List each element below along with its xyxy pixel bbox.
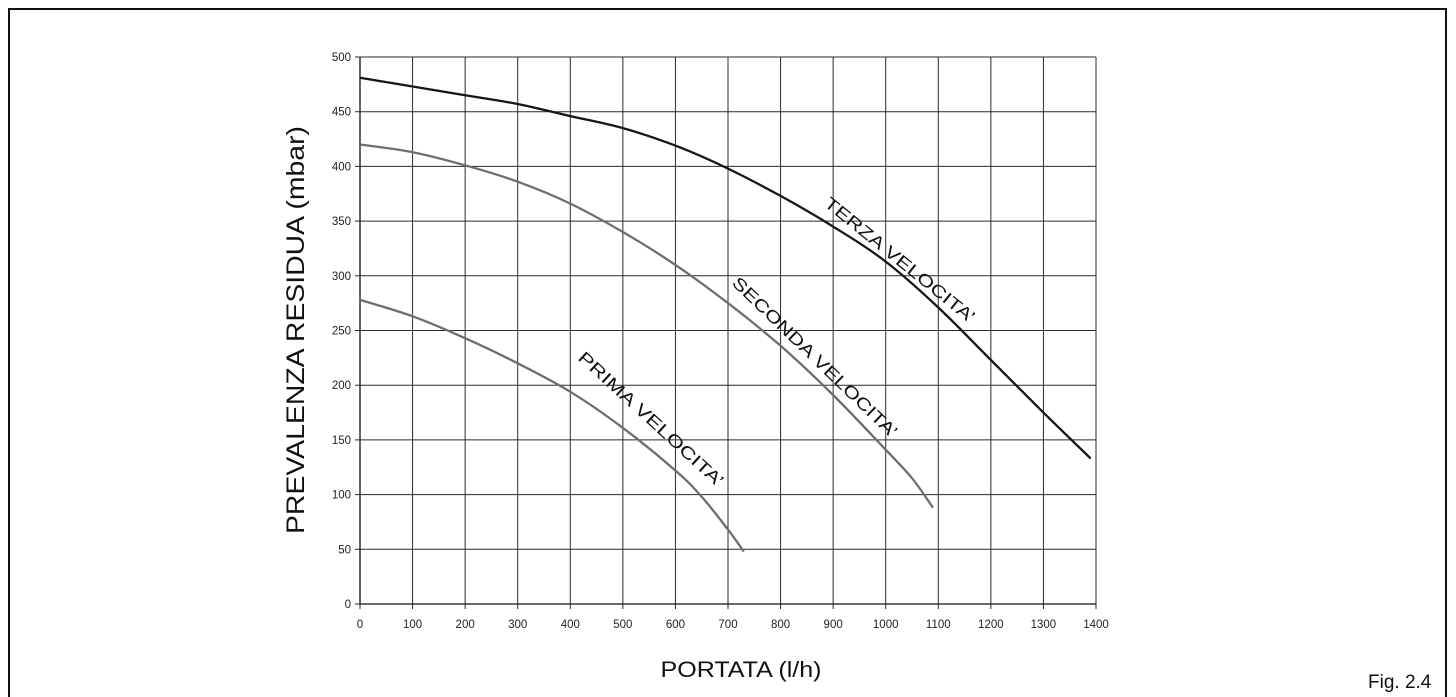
series-line-prima-velocita (359, 298, 745, 553)
x-axis-title: PORTATA (l/h) (661, 657, 822, 682)
series-line-terza-velocita (359, 76, 1092, 460)
y-tick-label: 250 (332, 326, 351, 338)
x-tick-label: 1400 (1083, 619, 1109, 631)
curve-label-seconda-velocita: SECONDA VELOCITA’ (728, 273, 901, 441)
y-tick-label: 50 (338, 544, 351, 556)
curve-label-terza-velocita: TERZA VELOCITA’ (820, 193, 978, 326)
y-tick-label: 450 (332, 107, 351, 119)
x-tick-label: 1300 (1031, 619, 1057, 631)
x-tick-label: 100 (403, 619, 422, 631)
x-tick-label: 0 (357, 619, 363, 631)
figure-frame (8, 8, 1447, 697)
series-line-seconda-velocita (359, 143, 934, 509)
tick-marks (355, 56, 1097, 609)
x-tick-label: 600 (666, 619, 685, 631)
y-tick-label: 400 (332, 161, 351, 173)
y-tick-label: 350 (332, 216, 351, 228)
x-tick-label: 300 (508, 619, 527, 631)
x-tick-label: 400 (561, 619, 580, 631)
y-axis-title: PREVALENZA RESIDUA (mbar) (282, 126, 310, 534)
x-tick-label: 1100 (926, 619, 951, 631)
x-tick-label: 500 (613, 619, 632, 631)
y-tick-label: 300 (332, 271, 351, 283)
figure-caption: Fig. 2.4 (1368, 672, 1432, 693)
series-lines (359, 76, 1092, 553)
curve-label-prima-velocita: PRIMA VELOCITA’ (574, 348, 727, 490)
y-tick-label: 500 (332, 52, 351, 64)
x-tick-label: 900 (824, 619, 843, 631)
y-tick-label: 200 (332, 380, 351, 392)
x-tick-label: 800 (771, 619, 790, 631)
y-tick-label: 150 (332, 435, 351, 447)
tick-labels: 0 100 200 300 400 500 600 700 800 900 1000 1100 1200… (332, 52, 1109, 631)
grid-lines (359, 56, 1097, 605)
x-tick-label: 1200 (978, 619, 1004, 631)
y-tick-label: 0 (345, 599, 351, 611)
x-tick-label: 200 (456, 619, 475, 631)
x-tick-label: 1000 (873, 619, 899, 631)
x-tick-label: 700 (718, 619, 737, 631)
y-tick-label: 100 (332, 490, 351, 502)
